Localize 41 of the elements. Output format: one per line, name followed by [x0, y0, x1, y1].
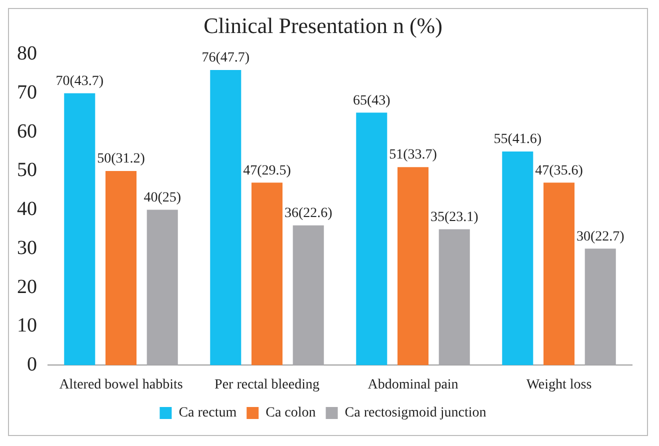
- data-label: 30(22.7): [576, 229, 625, 244]
- y-tick-label: 70: [17, 82, 37, 104]
- chart-title: Clinical Presentation n (%): [204, 12, 442, 38]
- bar: [210, 70, 242, 366]
- y-tick-label: 10: [17, 314, 37, 337]
- y-tick-label: 60: [17, 120, 37, 142]
- data-label: 47(35.6): [535, 163, 584, 178]
- x-tick-label: Per rectal bleeding: [214, 377, 320, 392]
- data-label: 70(43.7): [56, 74, 104, 89]
- bar: [438, 229, 470, 366]
- data-label: 55(41.6): [494, 132, 542, 148]
- data-label: 36(22.6): [284, 206, 333, 222]
- bar: [584, 248, 616, 366]
- data-label: 65(43): [352, 93, 391, 108]
- y-tick-label: 0: [27, 353, 37, 376]
- y-tick-label: 30: [17, 236, 37, 259]
- data-label: 47(29.5): [243, 163, 292, 178]
- bar: [543, 182, 575, 366]
- bar: [64, 93, 96, 366]
- bar: [251, 182, 283, 366]
- data-label: 50(31.2): [97, 152, 146, 167]
- legend-label: Ca rectosigmoid junction: [344, 406, 486, 421]
- legend-label: Ca rectum: [178, 406, 237, 421]
- y-tick-label: 80: [17, 42, 37, 65]
- x-tick-label: Abdominal pain: [368, 377, 458, 392]
- bar: [146, 210, 178, 366]
- y-tick-label: 40: [17, 198, 37, 220]
- x-tick-label: Altered bowel habbits: [59, 377, 183, 392]
- data-label: 35(23.1): [430, 210, 479, 225]
- x-tick-label: Weight loss: [526, 377, 592, 392]
- bar: [105, 170, 137, 366]
- data-label: 51(33.7): [389, 148, 438, 163]
- y-tick-label: 20: [17, 276, 37, 298]
- bar: [397, 167, 429, 366]
- bar: [292, 225, 324, 366]
- data-label: 76(47.7): [202, 50, 250, 66]
- data-label: 40(25): [144, 190, 182, 206]
- bar: [502, 152, 534, 366]
- y-tick-label: 50: [17, 159, 37, 182]
- legend-label: Ca colon: [266, 406, 316, 421]
- bar: [356, 112, 388, 366]
